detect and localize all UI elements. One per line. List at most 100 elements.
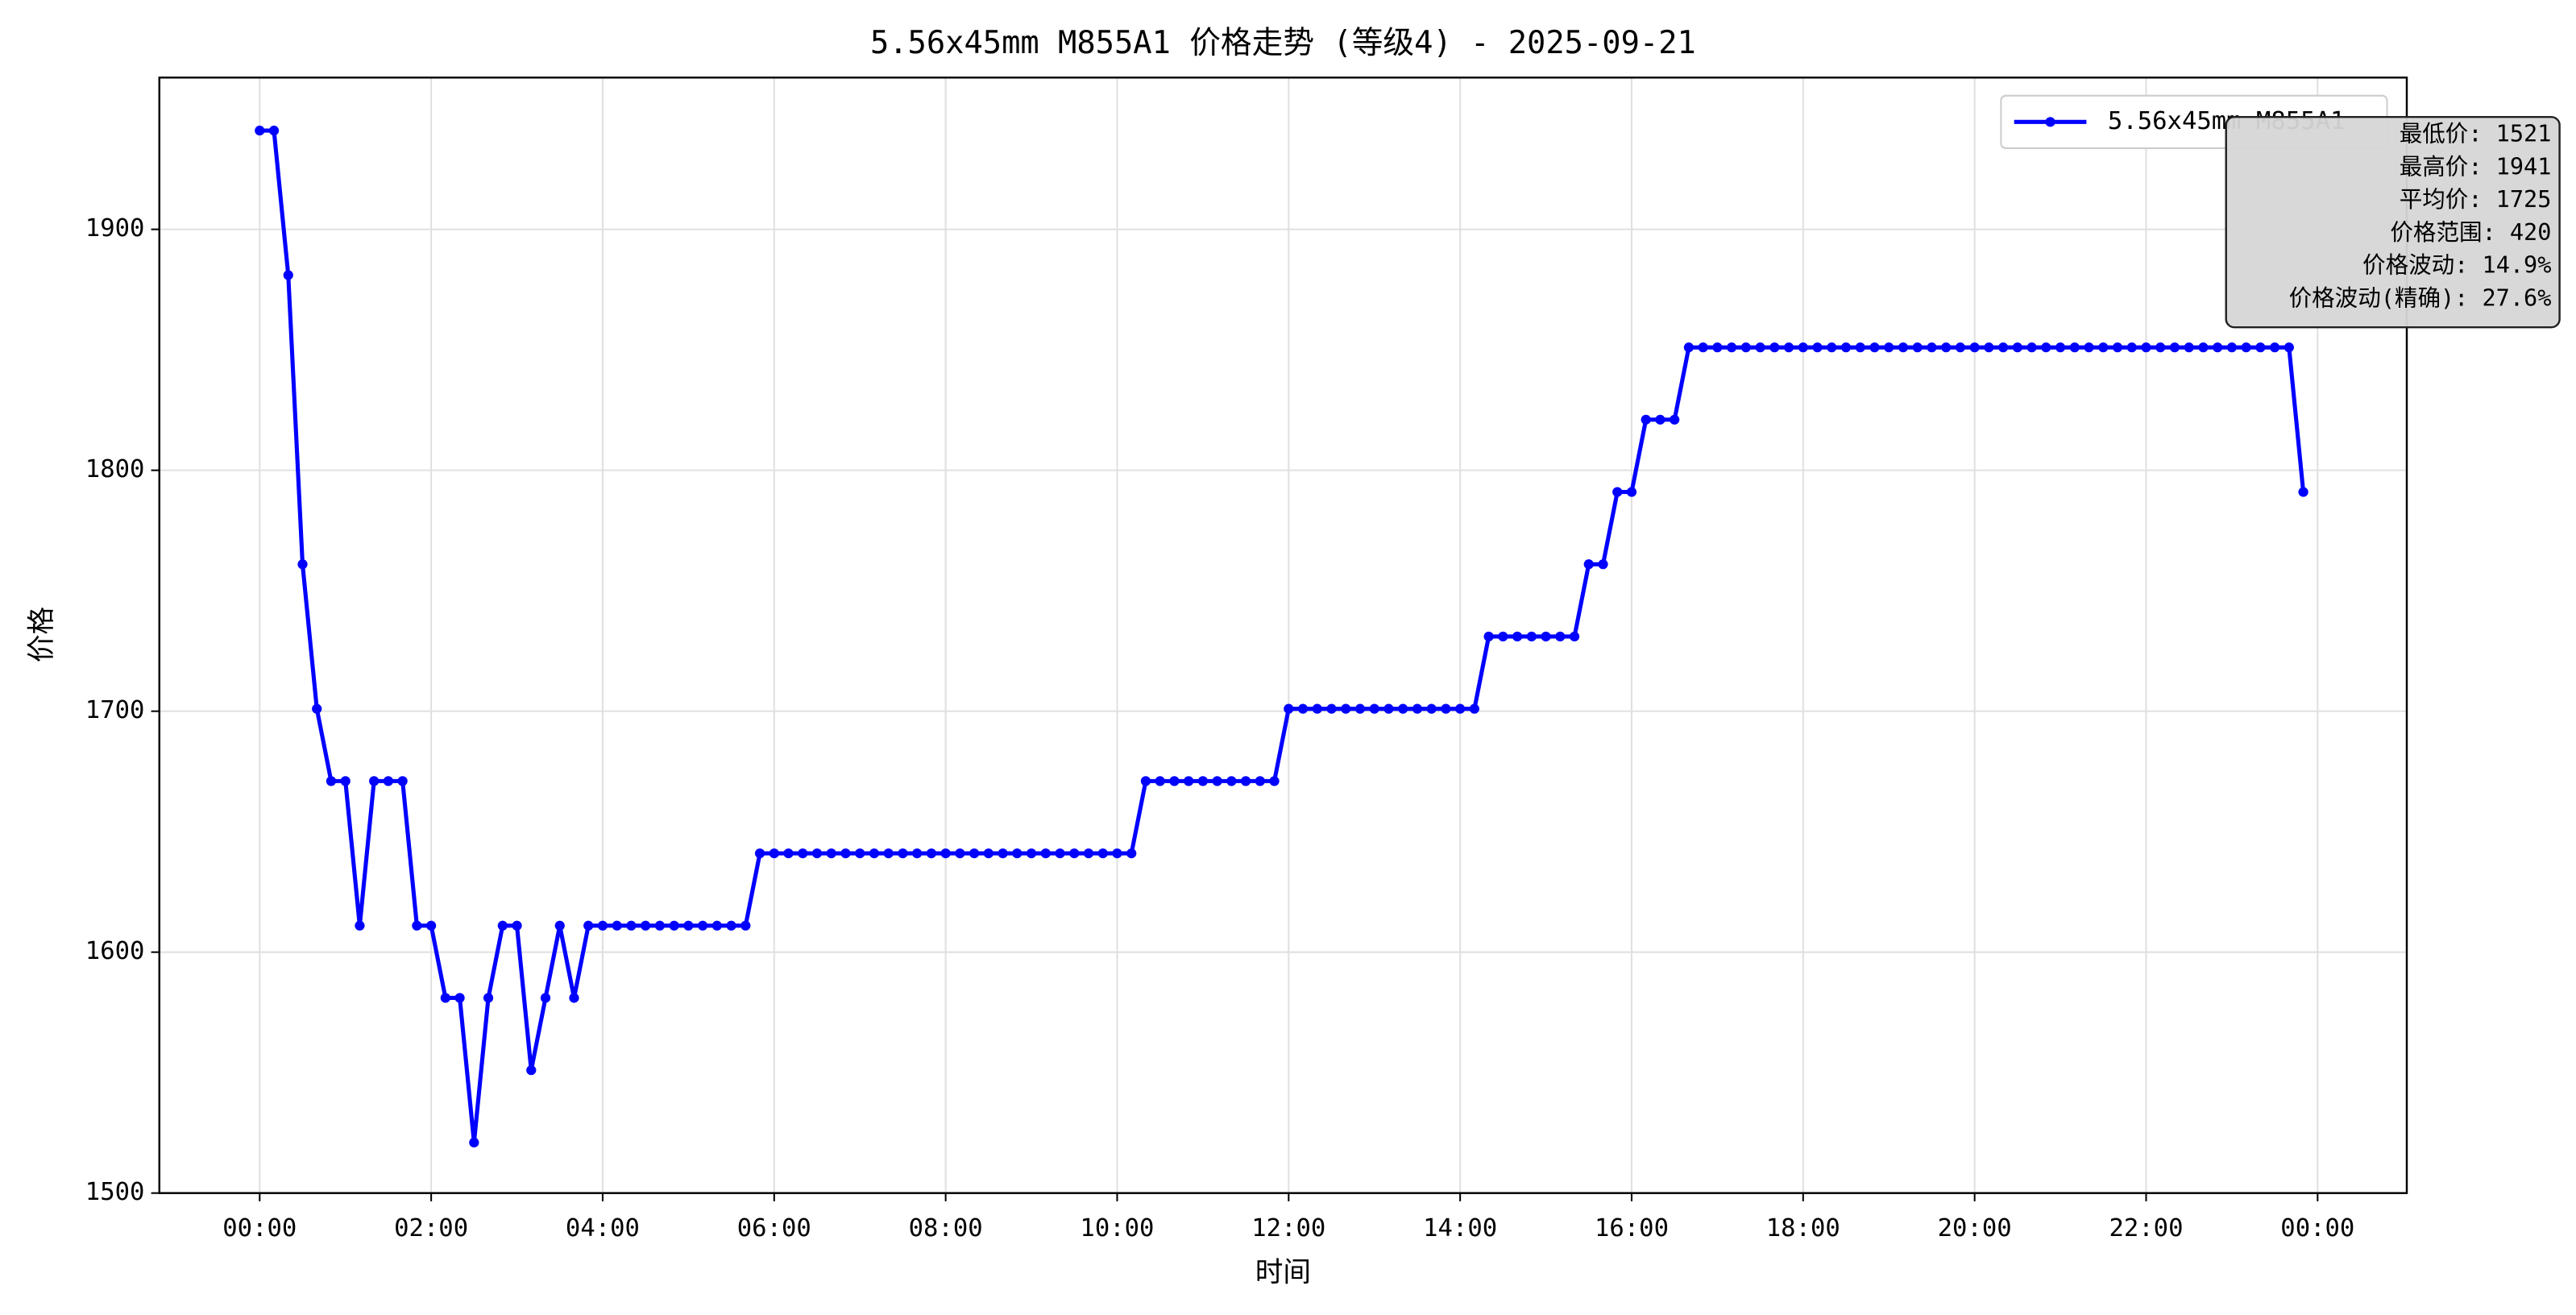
x-tick-label: 14:00 bbox=[1423, 1214, 1497, 1242]
point bbox=[268, 125, 280, 136]
x-axis-label: 时间 bbox=[1255, 1257, 1311, 1289]
x-tick-label: 10:00 bbox=[1080, 1214, 1154, 1242]
point bbox=[1840, 342, 1852, 353]
point bbox=[1469, 703, 1479, 714]
point bbox=[1441, 703, 1451, 714]
point bbox=[826, 848, 836, 859]
point bbox=[840, 848, 851, 859]
chart-title: 5.56x45mm M855A1 价格走势 (等级4) - 2025-09-21 bbox=[870, 25, 1696, 61]
point bbox=[855, 848, 865, 859]
point bbox=[1655, 414, 1665, 425]
x-tick-label: 00:00 bbox=[2280, 1214, 2354, 1242]
point bbox=[1369, 703, 1379, 714]
point bbox=[1583, 559, 1594, 570]
x-tick-label: 12:00 bbox=[1251, 1214, 1325, 1242]
point bbox=[1569, 631, 1580, 642]
point bbox=[1969, 342, 1980, 353]
plot-frame bbox=[158, 77, 2408, 1194]
point bbox=[512, 920, 522, 931]
point bbox=[1055, 848, 1065, 859]
point bbox=[1941, 342, 1952, 353]
point bbox=[1069, 848, 1080, 859]
point bbox=[1012, 848, 1023, 859]
point bbox=[1483, 631, 1494, 642]
point bbox=[1126, 848, 1137, 859]
point bbox=[483, 993, 494, 1003]
point bbox=[1097, 848, 1108, 859]
legend-marker bbox=[2045, 117, 2055, 127]
point bbox=[1827, 342, 1837, 353]
stats-text: 最低价: 1521 bbox=[2400, 121, 2552, 147]
point bbox=[1555, 631, 1566, 642]
point bbox=[1783, 342, 1794, 353]
point bbox=[1284, 703, 1294, 714]
point bbox=[1740, 342, 1751, 353]
y-tick-label: 1700 bbox=[85, 696, 145, 724]
point bbox=[340, 776, 351, 786]
point bbox=[1255, 776, 1265, 786]
x-tick-label: 02:00 bbox=[394, 1214, 468, 1242]
point bbox=[1955, 342, 1966, 353]
point bbox=[2112, 342, 2123, 353]
point bbox=[1297, 703, 1309, 714]
x-tick-label: 22:00 bbox=[2109, 1214, 2183, 1242]
point bbox=[1984, 342, 1994, 353]
point bbox=[1798, 342, 1808, 353]
point bbox=[626, 920, 637, 931]
x-tick-label: 04:00 bbox=[566, 1214, 640, 1242]
point bbox=[2169, 342, 2180, 353]
point bbox=[1898, 342, 1909, 353]
point bbox=[554, 920, 565, 931]
point bbox=[1670, 414, 1680, 425]
point bbox=[612, 920, 622, 931]
stats-box bbox=[2225, 115, 2561, 329]
point bbox=[1526, 631, 1537, 642]
point bbox=[255, 125, 265, 136]
point bbox=[1855, 342, 1865, 353]
point bbox=[711, 920, 722, 931]
point bbox=[2098, 342, 2109, 353]
point bbox=[1155, 776, 1165, 786]
point bbox=[811, 848, 823, 859]
point bbox=[1412, 703, 1423, 714]
point bbox=[669, 920, 679, 931]
point bbox=[2269, 342, 2280, 353]
point bbox=[1884, 342, 1894, 353]
point bbox=[1226, 776, 1237, 786]
point bbox=[1354, 703, 1366, 714]
point bbox=[1612, 487, 1623, 497]
point bbox=[654, 920, 666, 931]
point bbox=[2012, 342, 2022, 353]
point bbox=[540, 993, 551, 1003]
point bbox=[1140, 776, 1151, 786]
point bbox=[1869, 342, 1880, 353]
point bbox=[2041, 342, 2051, 353]
point bbox=[1112, 848, 1122, 859]
point bbox=[1712, 342, 1723, 353]
point bbox=[1455, 703, 1466, 714]
point bbox=[783, 848, 794, 859]
point bbox=[2184, 342, 2194, 353]
x-tick-label: 18:00 bbox=[1766, 1214, 1840, 1242]
point bbox=[1197, 776, 1208, 786]
point bbox=[412, 920, 422, 931]
point bbox=[955, 848, 965, 859]
point bbox=[2141, 342, 2151, 353]
point bbox=[1184, 776, 1194, 786]
point bbox=[940, 848, 951, 859]
point bbox=[1326, 703, 1337, 714]
point bbox=[969, 848, 980, 859]
point bbox=[426, 920, 437, 931]
point bbox=[2198, 342, 2209, 353]
point bbox=[641, 920, 651, 931]
point bbox=[1169, 776, 1180, 786]
y-tick-label: 1600 bbox=[85, 937, 145, 965]
point bbox=[1912, 342, 1923, 353]
point bbox=[1498, 631, 1508, 642]
point bbox=[454, 993, 465, 1003]
point bbox=[283, 270, 293, 280]
point bbox=[383, 776, 394, 786]
point bbox=[1269, 776, 1280, 786]
